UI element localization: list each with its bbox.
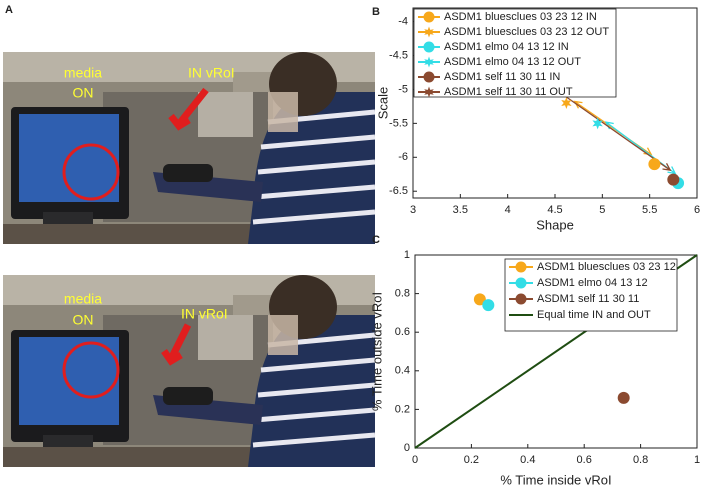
overlay-label: media — [64, 65, 102, 81]
x-tick-label: 1 — [694, 454, 700, 466]
y-tick-label: 0.2 — [395, 403, 410, 415]
legend — [413, 8, 617, 98]
legend-label: ASDM1 self 11 30 11 OUT — [444, 86, 573, 98]
point — [482, 299, 495, 312]
point — [617, 391, 630, 404]
legend-marker — [515, 277, 527, 289]
point — [473, 293, 486, 306]
overlay-label: IN vRoI — [188, 65, 235, 81]
point — [561, 97, 572, 109]
legend-label: ASDM1 self 11 30 11 — [537, 293, 639, 305]
legend-marker — [515, 261, 527, 273]
x-tick-label: 6 — [694, 204, 700, 216]
legend-label: ASDM1 elmo 04 13 12 IN — [444, 41, 569, 53]
point — [667, 173, 680, 186]
legend-marker — [424, 56, 434, 68]
photo: media ON IN vRoI — [3, 275, 375, 467]
y-tick-label: 0 — [404, 442, 410, 454]
overlay-label: ON — [73, 85, 94, 101]
legend-label: Equal time IN and OUT — [537, 309, 651, 321]
x-tick-label: 4.5 — [547, 204, 562, 216]
legend-marker — [515, 293, 527, 305]
x-axis-label: Shape — [536, 217, 574, 232]
y-tick-label: 0.4 — [395, 365, 410, 377]
x-tick-label: 0.2 — [464, 454, 479, 466]
x-tick-label: 3 — [410, 204, 416, 216]
legend-marker — [424, 26, 434, 38]
y-axis-label: % Time outside vRoI — [369, 292, 384, 411]
legend-label: ASDM1 bluesclues 03 23 12 OUT — [444, 26, 609, 38]
x-tick-label: 0.8 — [633, 454, 648, 466]
panel-label: B — [372, 6, 380, 18]
x-tick-label: 4 — [505, 204, 511, 216]
x-tick-label: 0.4 — [520, 454, 535, 466]
x-tick-label: 5 — [599, 204, 605, 216]
legend-label: ASDM1 bluesclues 03 23 12 — [537, 261, 676, 273]
panel-label: A — [5, 4, 13, 16]
x-tick-label: 5.5 — [642, 204, 657, 216]
y-tick-label: -6 — [398, 151, 408, 163]
legend-marker — [424, 86, 434, 98]
overlay-label: media — [64, 291, 102, 307]
y-tick-label: -5 — [398, 83, 408, 95]
x-tick-label: 3.5 — [453, 204, 468, 216]
y-tick-label: -6.5 — [389, 185, 408, 197]
x-tick-label: 0 — [412, 454, 418, 466]
y-tick-label: -4 — [398, 15, 408, 27]
y-tick-label: -5.5 — [389, 117, 408, 129]
overlay-label: ON — [73, 312, 94, 328]
legend-marker — [423, 41, 435, 53]
legend-marker — [423, 71, 435, 83]
photo: media ON IN vRoI — [3, 52, 375, 244]
x-axis-label: % Time inside vRoI — [500, 472, 611, 487]
overlay-label: IN vRoI — [181, 306, 228, 322]
legend-label: ASDM1 elmo 04 13 12 — [537, 277, 648, 289]
legend-marker — [423, 11, 435, 23]
y-tick-label: 0.8 — [395, 288, 410, 300]
x-tick-label: 0.6 — [577, 454, 592, 466]
y-tick-label: -4.5 — [389, 49, 408, 61]
point — [592, 117, 603, 130]
point — [648, 158, 661, 171]
legend-label: ASDM1 self 11 30 11 IN — [444, 71, 560, 83]
legend-label: ASDM1 elmo 04 13 12 OUT — [444, 56, 581, 68]
panel-label: C — [372, 234, 380, 246]
legend — [504, 258, 678, 332]
y-tick-label: 0.6 — [395, 326, 410, 338]
legend-label: ASDM1 bluesclues 03 23 12 IN — [444, 11, 597, 23]
y-tick-label: 1 — [404, 249, 410, 261]
y-axis-label: Scale — [375, 87, 390, 120]
